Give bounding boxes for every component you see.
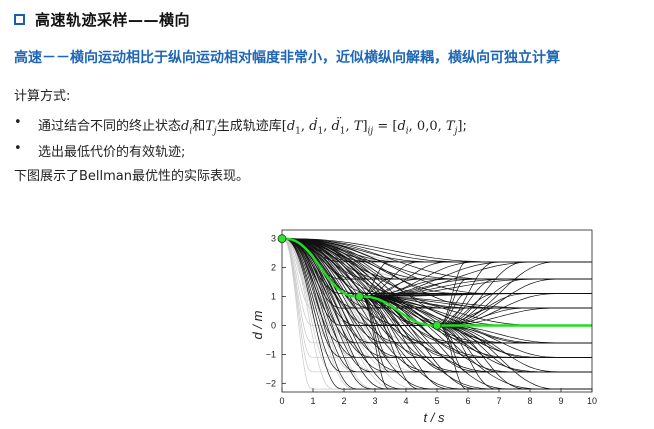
optimal-point-marker xyxy=(277,234,287,244)
optimal-markers xyxy=(277,234,442,330)
x-tick-label: 9 xyxy=(558,396,563,406)
x-tick-label: 5 xyxy=(434,396,439,406)
black-trajectory xyxy=(281,238,592,390)
trajectory-chart: 0 1 2 3 4 5 6 7 8 9 10 −2 −1 0 1 2 3 t / s d / m xyxy=(250,229,597,425)
black-trajectory xyxy=(281,238,592,358)
y-tick-label: 0 xyxy=(271,320,276,330)
black-trajectory xyxy=(437,325,592,373)
black-trajectory xyxy=(359,296,592,358)
subtitle: 高速－－横向运动相比于纵向运动相对幅度非常小，近似横纵向解耦，横纵向可独立计算 xyxy=(14,50,560,66)
x-axis-label: t / s xyxy=(424,410,445,425)
black-trajectory xyxy=(437,325,592,390)
black-trajectory xyxy=(281,238,592,390)
math-tj: Tj xyxy=(205,119,217,137)
black-trajectory xyxy=(436,293,592,326)
black-trajectory xyxy=(436,261,592,326)
black-trajectory xyxy=(281,238,592,358)
black-trajectory xyxy=(282,238,592,294)
black-trajectory xyxy=(359,296,592,390)
black-trajectory xyxy=(281,238,592,390)
black-trajectory xyxy=(359,296,592,344)
black-trajectory xyxy=(282,238,592,309)
black-trajectory xyxy=(281,238,592,390)
title-text: 高速轨迹采样——横向 xyxy=(35,10,191,29)
black-trajectory xyxy=(282,238,592,344)
square-bullet-icon xyxy=(14,13,25,25)
bullet-dot-icon: • xyxy=(14,115,22,130)
x-tick-label: 4 xyxy=(403,396,408,406)
black-trajectory xyxy=(436,293,592,326)
black-trajectory xyxy=(436,278,592,326)
y-axis-label: d / m xyxy=(250,310,265,339)
y-tick-label: 3 xyxy=(271,234,276,244)
black-trajectory xyxy=(437,325,592,390)
optimal-point-marker xyxy=(432,321,442,330)
black-trajectory xyxy=(437,325,592,358)
x-tick-label: 3 xyxy=(372,396,377,406)
black-trajectory xyxy=(437,325,592,358)
bullet-item-2: • 选出最低代价的有效轨迹; xyxy=(14,141,185,160)
chart-axes: 0 1 2 3 4 5 6 7 8 9 10 −2 −1 0 1 2 3 xyxy=(266,229,597,406)
x-tick-label: 0 xyxy=(279,396,284,406)
black-trajectory xyxy=(282,238,592,263)
black-trajectory xyxy=(281,238,592,358)
black-trajectory xyxy=(281,238,592,358)
black-trajectory xyxy=(282,238,592,280)
calc-label: 计算方式: xyxy=(14,89,71,104)
black-trajectory xyxy=(281,238,592,390)
black-trajectory xyxy=(436,293,592,326)
math-library-formula: [d1, ḋ1, d̈1, T]ij = [di, 0,0, Tj] xyxy=(281,119,463,137)
y-tick-label: −1 xyxy=(266,349,276,359)
bullet-item-1: • 通过结合不同的终止状态di和Tj生成轨迹库[d1, ḋ1, d̈1, T]i… xyxy=(14,115,467,137)
black-trajectory xyxy=(359,296,592,344)
x-tick-label: 8 xyxy=(527,396,532,406)
slide-title: 高速轨迹采样——横向 xyxy=(14,8,190,30)
y-tick-label: 2 xyxy=(271,263,276,273)
bullet-1-middle2: 生成轨迹库 xyxy=(216,119,282,134)
black-trajectory xyxy=(359,261,592,297)
black-trajectory xyxy=(359,296,592,390)
black-trajectory xyxy=(437,325,592,373)
x-tick-label: 1 xyxy=(310,396,315,406)
x-tick-label: 10 xyxy=(587,396,597,406)
black-trajectory xyxy=(437,325,592,358)
black-trajectory xyxy=(437,325,592,373)
black-trajectories xyxy=(281,238,592,390)
x-tick-label: 7 xyxy=(496,396,501,406)
bullet-1-middle1: 和 xyxy=(192,119,206,134)
black-trajectory xyxy=(359,261,592,297)
black-trajectory xyxy=(436,278,592,326)
bullet-1-prefix: 通过结合不同的终止状态 xyxy=(38,119,182,134)
black-trajectory xyxy=(436,278,592,326)
black-trajectory xyxy=(281,238,592,373)
black-trajectory xyxy=(359,296,592,390)
black-trajectory xyxy=(359,261,592,297)
black-trajectory xyxy=(436,261,592,326)
x-tick-label: 6 xyxy=(465,396,470,406)
gray-trajectory xyxy=(282,238,592,326)
black-trajectory xyxy=(281,238,592,373)
black-trajectory xyxy=(281,238,592,390)
optimal-point-marker xyxy=(355,292,364,301)
y-tick-label: 1 xyxy=(271,292,276,302)
black-trajectory xyxy=(281,238,592,373)
black-trajectory xyxy=(436,261,592,326)
black-trajectory xyxy=(359,261,592,297)
description: 下图展示了Bellman最优性的实际表现。 xyxy=(14,169,250,184)
x-tick-label: 2 xyxy=(341,396,346,406)
math-di: di xyxy=(181,119,193,137)
bullet-2-text: 选出最低代价的有效轨迹; xyxy=(38,145,186,160)
bullet-dot-icon: • xyxy=(14,141,22,156)
black-trajectory xyxy=(436,261,592,326)
black-trajectory xyxy=(281,238,592,390)
black-trajectory xyxy=(359,296,592,390)
black-trajectory xyxy=(359,296,592,373)
y-tick-label: −2 xyxy=(266,378,276,388)
black-trajectory xyxy=(437,325,592,390)
black-trajectory xyxy=(437,325,592,373)
black-trajectory xyxy=(437,325,592,390)
black-trajectory xyxy=(436,278,592,326)
bullet-1-suffix: ; xyxy=(462,119,467,134)
black-trajectory xyxy=(359,261,592,297)
